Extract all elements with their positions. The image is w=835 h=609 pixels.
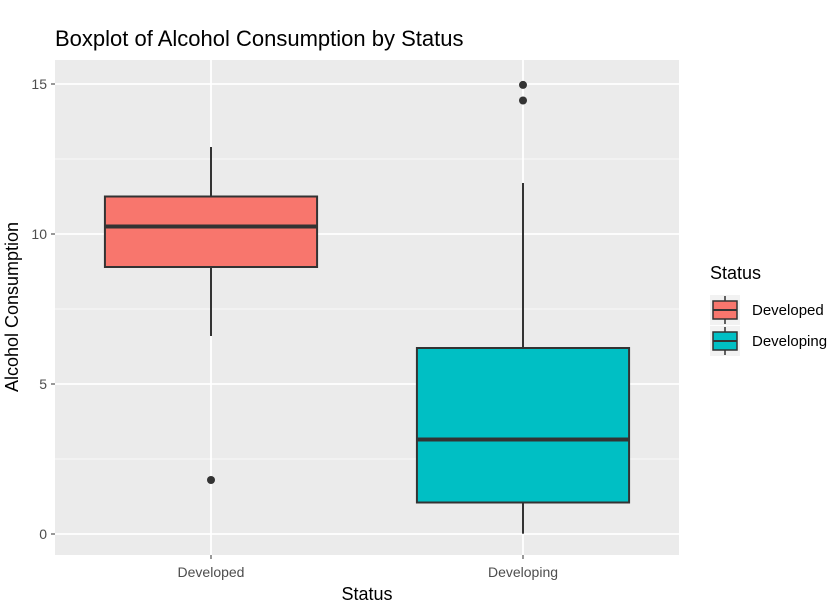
y-tick-label: 10 (31, 226, 47, 242)
y-axis-title: Alcohol Consumption (2, 222, 22, 392)
box (415, 347, 631, 504)
boxes (103, 80, 631, 534)
y-tick-label: 15 (31, 76, 47, 92)
axis-ticks: 0 5 10 15 Developed Developing (31, 76, 558, 580)
legend-item-developed: Developed (710, 295, 824, 325)
grid-lines (55, 60, 679, 555)
legend-label: Developed (752, 302, 824, 319)
legend: Status Developed Developing (710, 263, 827, 356)
box (103, 195, 319, 268)
box-group-developed (103, 147, 319, 484)
legend-title: Status (710, 263, 761, 283)
legend-label: Developing (752, 333, 827, 350)
x-tick-label: Developed (178, 564, 245, 580)
x-tick-label: Developing (488, 564, 558, 580)
y-tick-label: 0 (39, 526, 47, 542)
outlier-point (207, 476, 215, 484)
legend-items: Developed Developing (710, 295, 827, 356)
x-axis-title: Status (341, 584, 392, 604)
outlier-point (519, 80, 527, 89)
outlier-point (519, 96, 527, 105)
box-group-developing (415, 80, 631, 534)
legend-item-developing: Developing (710, 326, 827, 356)
y-tick-label: 5 (39, 376, 47, 392)
chart-title: Boxplot of Alcohol Consumption by Status (55, 26, 463, 51)
